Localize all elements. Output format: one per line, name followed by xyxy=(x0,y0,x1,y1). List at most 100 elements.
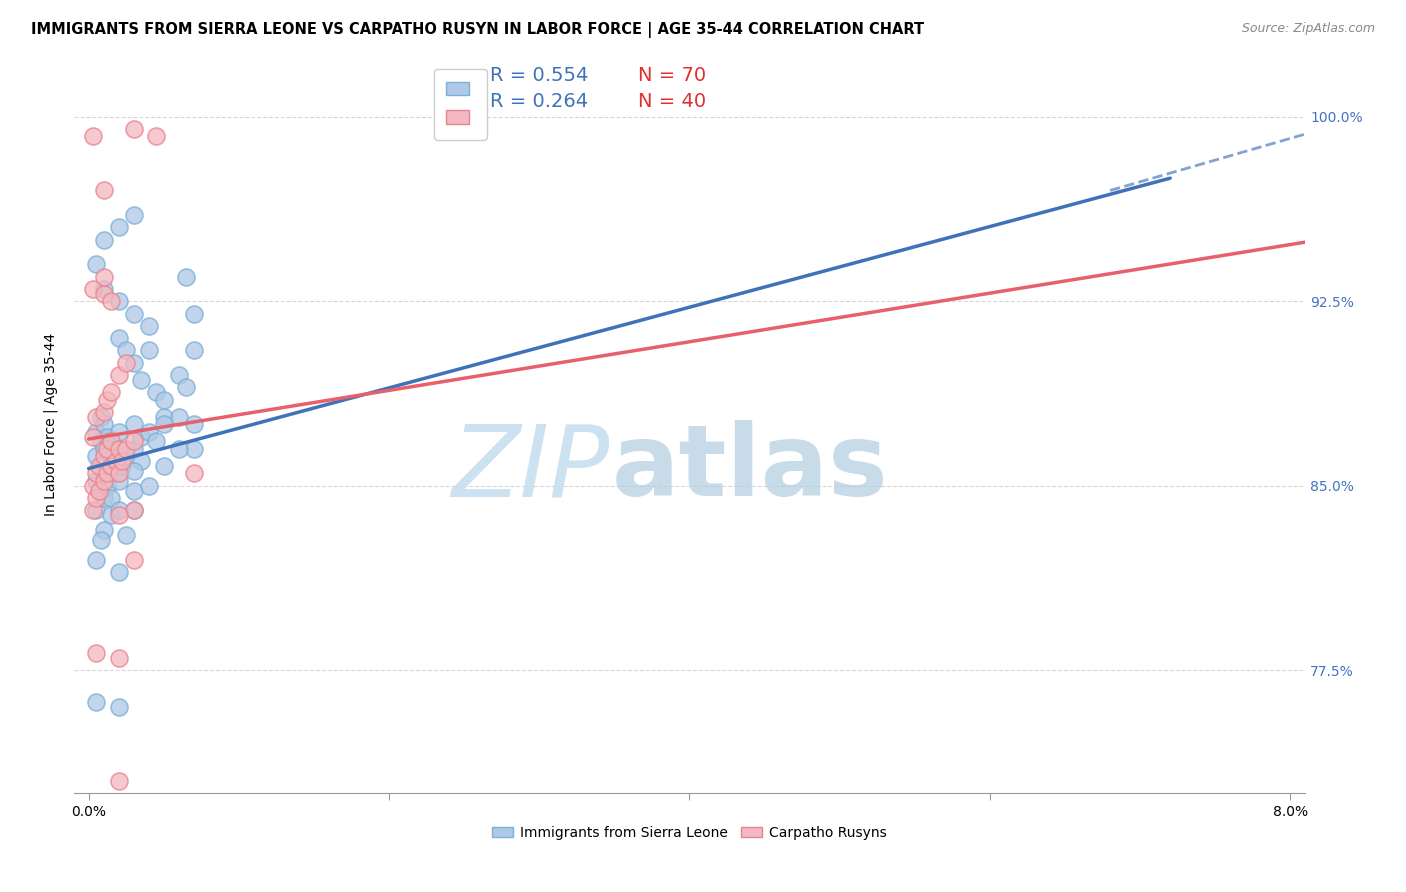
Point xyxy=(167,409,190,424)
Point xyxy=(107,449,129,463)
Point xyxy=(115,442,138,456)
Point xyxy=(93,286,115,301)
Point xyxy=(104,454,127,468)
Point xyxy=(183,306,205,320)
Point xyxy=(129,373,152,387)
Point xyxy=(104,467,127,481)
Point xyxy=(152,458,174,473)
Point xyxy=(138,343,160,358)
Point xyxy=(174,380,197,394)
Point xyxy=(100,294,122,309)
Point xyxy=(104,442,127,456)
Point xyxy=(100,458,122,473)
Point xyxy=(115,528,138,542)
Text: ZIP: ZIP xyxy=(451,420,609,517)
Point xyxy=(122,464,145,478)
Point xyxy=(96,442,118,456)
Point xyxy=(183,417,205,432)
Point xyxy=(96,392,118,407)
Point xyxy=(174,269,197,284)
Point xyxy=(90,434,112,449)
Point xyxy=(111,454,134,468)
Point xyxy=(90,409,112,424)
Point xyxy=(93,449,115,463)
Point xyxy=(107,508,129,523)
Point xyxy=(145,129,167,144)
Point xyxy=(90,458,112,473)
Point xyxy=(96,429,118,443)
Point xyxy=(93,417,115,432)
Point xyxy=(84,425,107,439)
Point xyxy=(122,442,145,456)
Point xyxy=(82,479,104,493)
Point xyxy=(122,503,145,517)
Point xyxy=(93,233,115,247)
Point xyxy=(100,508,122,523)
Point xyxy=(96,467,118,481)
Point xyxy=(107,368,129,382)
Point xyxy=(84,474,107,488)
Point xyxy=(96,479,118,493)
Point xyxy=(84,491,107,505)
Point xyxy=(122,552,145,566)
Point xyxy=(107,503,129,517)
Point xyxy=(84,503,107,517)
Point xyxy=(89,483,111,498)
Point xyxy=(115,343,138,358)
Point xyxy=(111,458,134,473)
Point xyxy=(183,467,205,481)
Point xyxy=(84,257,107,271)
Point xyxy=(152,392,174,407)
Point xyxy=(107,425,129,439)
Point xyxy=(93,442,115,456)
Point xyxy=(122,306,145,320)
Point xyxy=(93,467,115,481)
Point xyxy=(138,318,160,333)
Point xyxy=(84,552,107,566)
Point xyxy=(122,356,145,370)
Text: atlas: atlas xyxy=(612,420,889,517)
Point xyxy=(84,449,107,463)
Text: IMMIGRANTS FROM SIERRA LEONE VS CARPATHO RUSYN IN LABOR FORCE | AGE 35-44 CORREL: IMMIGRANTS FROM SIERRA LEONE VS CARPATHO… xyxy=(31,22,924,38)
Point xyxy=(183,343,205,358)
Text: Source: ZipAtlas.com: Source: ZipAtlas.com xyxy=(1241,22,1375,36)
Point xyxy=(84,467,107,481)
Point xyxy=(93,474,115,488)
Text: N = 40: N = 40 xyxy=(638,92,706,111)
Point xyxy=(93,405,115,419)
Point xyxy=(167,368,190,382)
Point xyxy=(84,409,107,424)
Point xyxy=(129,429,152,443)
Point xyxy=(89,458,111,473)
Y-axis label: In Labor Force | Age 35-44: In Labor Force | Age 35-44 xyxy=(44,333,58,516)
Point xyxy=(115,449,138,463)
Point xyxy=(107,651,129,665)
Point xyxy=(82,429,104,443)
Point xyxy=(93,491,115,505)
Point xyxy=(107,294,129,309)
Point xyxy=(122,483,145,498)
Point xyxy=(107,774,129,789)
Point xyxy=(100,491,122,505)
Text: R = 0.554: R = 0.554 xyxy=(489,66,588,85)
Point xyxy=(82,503,104,517)
Point xyxy=(100,458,122,473)
Point xyxy=(82,129,104,144)
Point xyxy=(122,434,145,449)
Point xyxy=(96,454,118,468)
Point xyxy=(115,356,138,370)
Point xyxy=(82,282,104,296)
Point xyxy=(100,385,122,400)
Point xyxy=(84,646,107,660)
Point xyxy=(145,385,167,400)
Point xyxy=(93,523,115,537)
Point xyxy=(93,282,115,296)
Point xyxy=(107,565,129,579)
Point xyxy=(107,442,129,456)
Point xyxy=(93,269,115,284)
Point xyxy=(107,467,129,481)
Point xyxy=(122,503,145,517)
Point xyxy=(145,434,167,449)
Text: R = 0.264: R = 0.264 xyxy=(489,92,588,111)
Point xyxy=(122,122,145,136)
